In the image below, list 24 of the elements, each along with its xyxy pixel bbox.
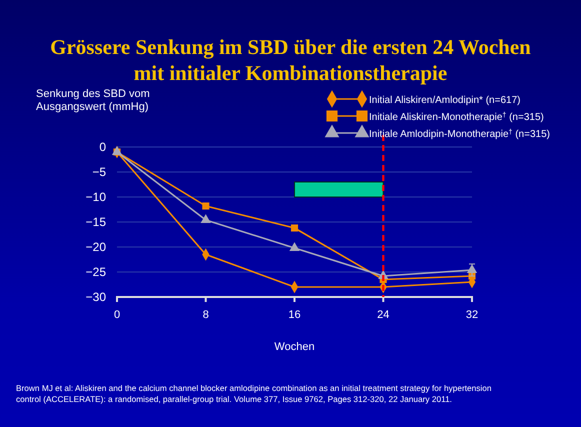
x-tick-label: 8 — [202, 308, 209, 321]
y-axis-title: Senkung des SBD vom Ausgangswert (mmHg) — [36, 88, 151, 114]
point — [200, 214, 211, 223]
y-tick-label: −30 — [86, 290, 106, 304]
y-tick-label: −5 — [92, 164, 106, 179]
y-tick-label: −15 — [86, 214, 106, 229]
legend-label: Initiale Aliskiren-Monotherapie$^{†}$ (n=315) — [369, 110, 544, 123]
point — [202, 202, 210, 210]
x-tick-label: 24 — [377, 308, 390, 321]
x-tick-label: 32 — [466, 308, 478, 321]
point — [466, 264, 478, 273]
point — [290, 224, 298, 232]
y-tick-label: −25 — [86, 264, 106, 279]
y-tick-label: 0 — [99, 140, 106, 154]
x-axis-title: Wochen — [274, 341, 315, 353]
chart-title: Grössere Senkung im SBD über die ersten 24 Wochen mit initialer Kombinationstherapie — [50, 34, 531, 86]
x-tick-label: 0 — [114, 308, 120, 321]
text: Brown MJ et al: Aliskiren and the calcium channel blocker amlodipine combination as an initial treatment strategy for hypertension control (ACCELERATE): a randomised, parallel-group trial. Volume 377, Issue 9762, Pages 312-320, 22 January 2011. — [16, 383, 492, 405]
y-tick-label: −10 — [86, 190, 106, 204]
y-tick-label: −20 — [86, 240, 106, 254]
x-tick-label: 16 — [288, 308, 301, 321]
point — [289, 242, 300, 251]
legend-label: Initial Aliskiren/Amlodipin* (n=617) — [369, 95, 520, 106]
legend-label: Initiale Amlodipin-Monotherapie$^{†}$ (n=315) — [369, 128, 550, 140]
